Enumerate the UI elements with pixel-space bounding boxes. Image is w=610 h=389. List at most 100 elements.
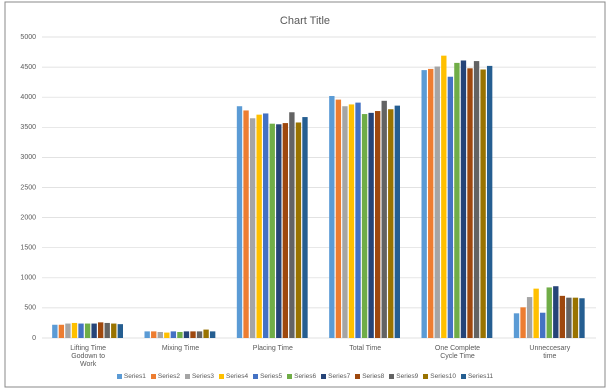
y-tick-label: 2500 [20, 184, 36, 191]
x-tick-label: Unneccesary time [529, 345, 571, 360]
bar [249, 118, 256, 339]
bar [361, 114, 368, 338]
legend-label: Series10 [430, 373, 456, 380]
bar [170, 331, 177, 338]
bar [566, 297, 572, 338]
bar [421, 70, 427, 339]
bar [97, 322, 104, 338]
legend-item: Series10 [423, 373, 456, 380]
x-tick-label: Mixing Time [161, 345, 200, 352]
legend-item: Series4 [219, 373, 248, 380]
bar [243, 110, 249, 338]
bar [104, 322, 110, 338]
legend-swatch [423, 373, 429, 379]
legend-item: Series8 [355, 373, 384, 380]
bar [559, 295, 566, 338]
legend-item: Series7 [321, 373, 350, 380]
legend-item: Series2 [150, 373, 180, 380]
chart-title: Chart Title [280, 15, 330, 27]
y-tick-label: 4000 [20, 94, 36, 101]
bar [368, 112, 374, 339]
bar [447, 76, 454, 339]
y-tick-label: 0 [32, 335, 36, 342]
legend-label: Series11 [467, 373, 494, 380]
legend-item: Series11 [460, 373, 494, 380]
legend-swatch [389, 373, 395, 379]
chart-border [4, 1, 606, 388]
legend-item: Series1 [116, 373, 146, 380]
bar [388, 109, 394, 339]
bar [84, 323, 91, 338]
legend-label: Series5 [260, 373, 283, 380]
bar [58, 324, 65, 338]
bar [78, 323, 84, 338]
legend-swatch [150, 373, 156, 379]
legend-item: Series5 [253, 373, 282, 380]
bar [177, 331, 183, 338]
bar [572, 297, 579, 338]
legend-swatch [287, 373, 293, 379]
bar [236, 106, 243, 338]
bar [335, 99, 342, 338]
bar [454, 62, 460, 339]
bar [196, 331, 203, 338]
bar [473, 61, 480, 339]
legend-swatch [460, 373, 466, 379]
x-tick-label: One Complete Cycle Time [434, 345, 481, 360]
legend-label: Series1 [123, 373, 146, 380]
bar [282, 123, 289, 338]
legend-swatch [253, 373, 259, 379]
legend-label: Series6 [294, 373, 317, 380]
bar [526, 297, 533, 338]
bar [467, 68, 473, 338]
y-tick-label: 2000 [20, 214, 36, 221]
legend-swatch [321, 373, 327, 379]
bar [203, 329, 209, 338]
bar [295, 122, 302, 338]
bar [65, 323, 71, 338]
y-tick-label: 1000 [20, 275, 36, 282]
bar [533, 288, 539, 338]
bar [329, 95, 335, 338]
bar [394, 105, 400, 339]
bar [111, 323, 117, 338]
bar [513, 313, 520, 338]
y-tick-label: 5000 [20, 34, 36, 41]
legend-label: Series3 [191, 373, 215, 380]
bar [289, 112, 295, 338]
x-tick-label: Total Time [349, 345, 382, 352]
bar [256, 114, 262, 339]
bar [52, 324, 58, 338]
y-tick-label: 3500 [20, 124, 36, 131]
legend-item: Series6 [287, 373, 316, 380]
legend-swatch [184, 373, 190, 379]
bar [441, 55, 447, 339]
bar [144, 331, 150, 338]
legend-label: Series9 [396, 373, 419, 380]
bar [540, 312, 546, 338]
bar [157, 331, 163, 338]
legend-label: Series8 [362, 373, 385, 380]
y-tick-label: 1500 [20, 245, 36, 252]
bar [276, 124, 282, 338]
bar [374, 111, 381, 339]
legend-swatch [219, 373, 225, 379]
bar [342, 106, 348, 338]
bar [269, 123, 275, 338]
x-tick-label: Lifting Time Godown to Work [70, 345, 107, 368]
legend-label: Series2 [157, 373, 180, 380]
bar [428, 68, 434, 338]
bar [434, 66, 440, 339]
bar [91, 323, 97, 338]
bar [348, 104, 355, 338]
bar [460, 60, 467, 339]
legend-label: Series4 [226, 373, 249, 380]
bar [486, 65, 493, 339]
bar [355, 102, 361, 338]
legend-swatch [355, 373, 361, 379]
legend-item: Series3 [184, 373, 215, 380]
bar [381, 100, 387, 338]
bar [302, 117, 308, 338]
